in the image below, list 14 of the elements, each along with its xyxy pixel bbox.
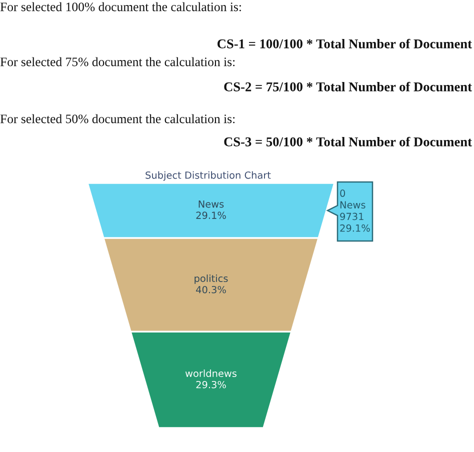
text: Subject Distribution Chart xyxy=(146,171,271,181)
text: 0 News 9731 29.1% xyxy=(340,190,370,232)
data-label: 29.3% xyxy=(196,380,226,388)
data-label: 29.1% xyxy=(196,212,226,219)
category-label: politics xyxy=(194,274,228,284)
text: CS-3 = 50/100 * Total Number of Document xyxy=(224,136,472,146)
text: For selected 50% document the calculation is: xyxy=(0,114,235,124)
category-label: worldnews xyxy=(185,370,236,378)
category-label: News xyxy=(198,200,224,208)
text: For selected 75% document the calculation is: xyxy=(0,57,235,66)
text: CS-1 = 100/100 * Total Number of Document xyxy=(217,38,472,48)
text: CS-2 = 75/100 * Total Number of Document xyxy=(224,82,472,92)
data-label: 40.3% xyxy=(196,286,226,294)
text: For selected 100% document the calculation is: xyxy=(0,2,241,12)
